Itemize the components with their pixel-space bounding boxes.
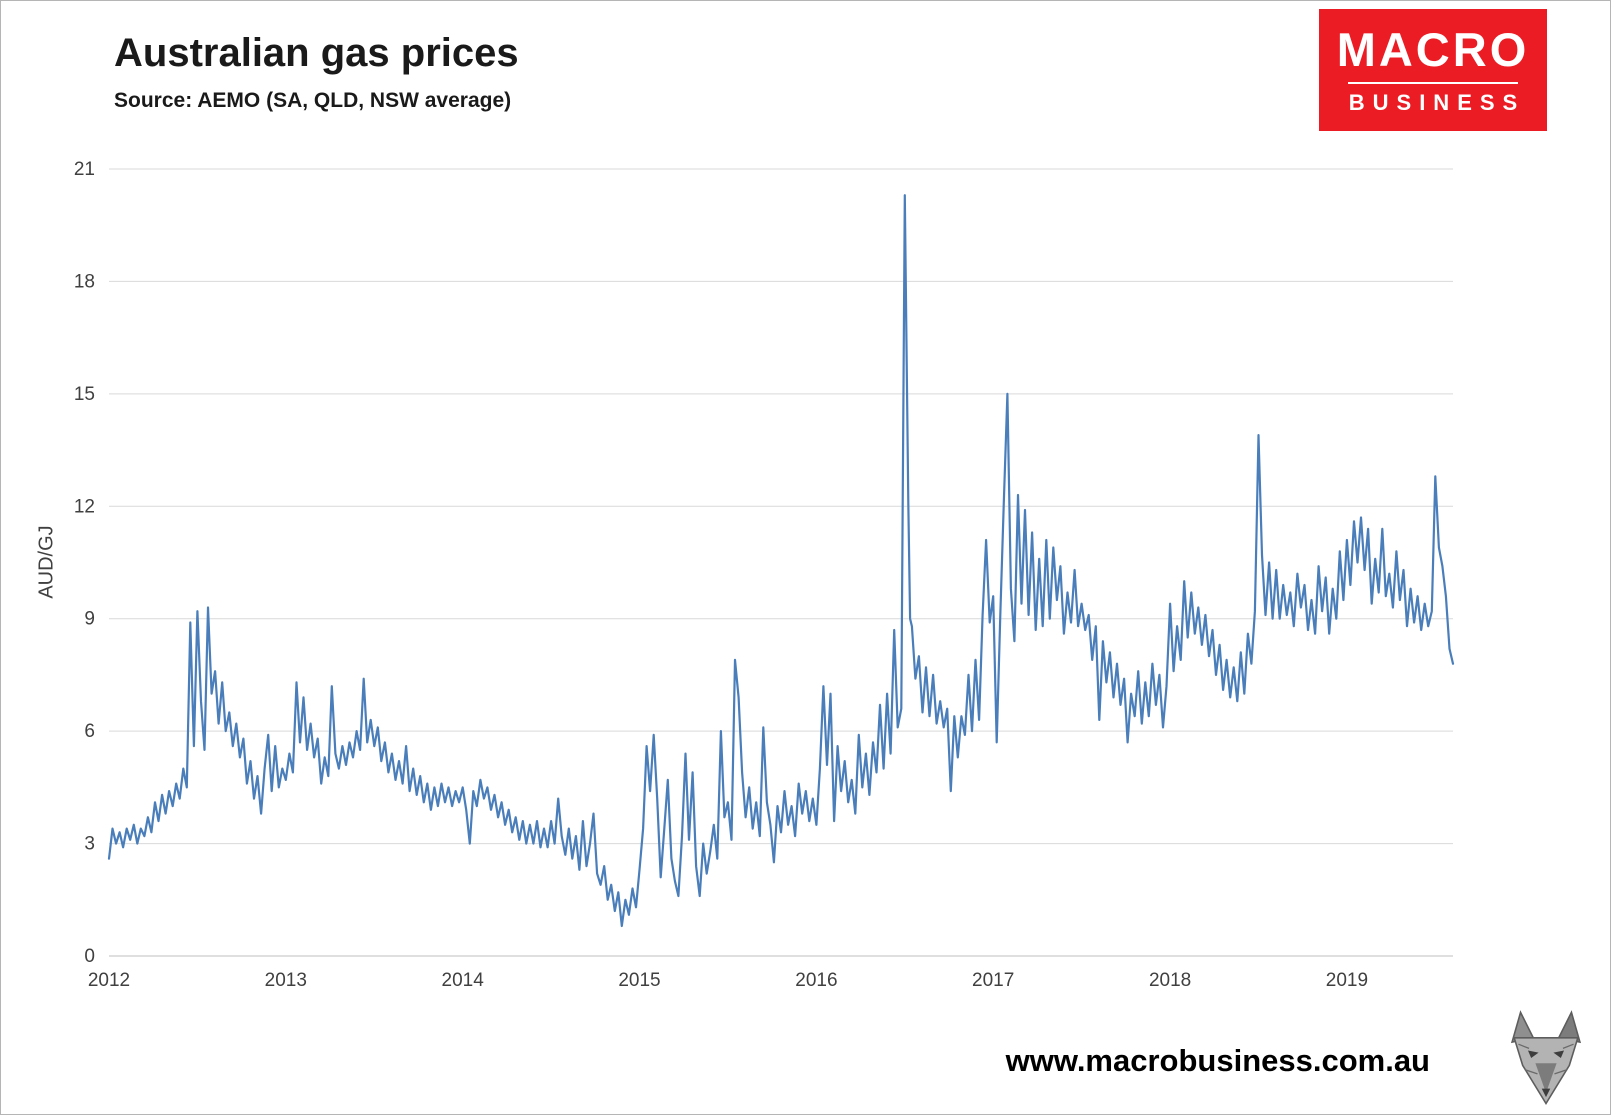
logo-text-macro: MACRO: [1336, 23, 1530, 76]
x-tick-label-2017: 2017: [972, 970, 1014, 991]
x-tick-label-2013: 2013: [265, 970, 307, 991]
logo-text-business: BUSINESS: [1348, 90, 1526, 115]
series-line-0: [107, 194, 1455, 928]
x-tick-label-2012: 2012: [88, 970, 130, 991]
x-tick-label-2015: 2015: [618, 970, 660, 991]
x-tick-label-2019: 2019: [1326, 970, 1368, 991]
logo-divider: [1348, 82, 1518, 84]
y-tick-label-0: 0: [84, 946, 95, 967]
y-tick-label-6: 6: [84, 721, 95, 742]
chart-source: Source: AEMO (SA, QLD, NSW average): [114, 89, 512, 112]
y-tick-label-21: 21: [74, 159, 95, 180]
y-tick-label-12: 12: [74, 496, 95, 517]
x-tick-label-2018: 2018: [1149, 970, 1191, 991]
y-tick-label-3: 3: [84, 834, 95, 855]
wolf-logo-icon: [1510, 1010, 1582, 1106]
x-tick-label-2016: 2016: [795, 970, 837, 991]
y-tick-label-18: 18: [74, 271, 95, 292]
y-tick-label-9: 9: [84, 609, 95, 630]
x-tick-label-2014: 2014: [442, 970, 485, 991]
website-watermark: www.macrobusiness.com.au: [1005, 1043, 1430, 1078]
macrobusiness-logo: MACRO BUSINESS: [1319, 9, 1547, 131]
y-tick-label-15: 15: [74, 384, 95, 405]
chart-title: Australian gas prices: [114, 31, 519, 75]
